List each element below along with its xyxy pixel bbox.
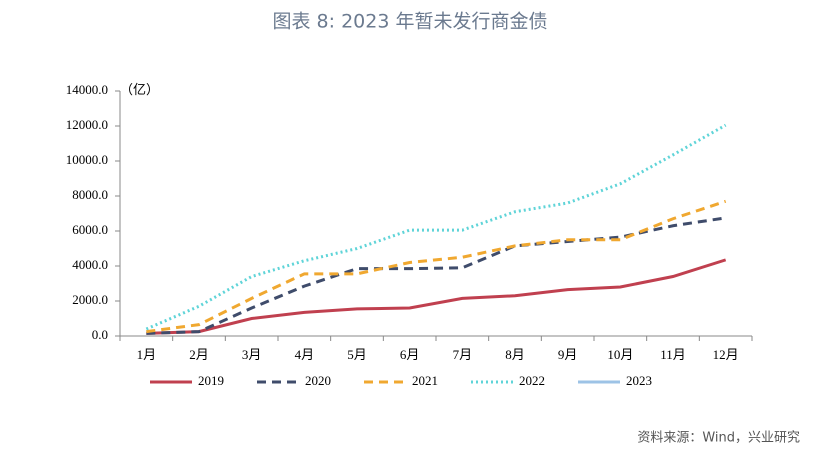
legend-label: 2022 (519, 373, 545, 388)
legend-label: 2023 (626, 373, 652, 388)
x-tick-label: 3月 (242, 347, 262, 362)
chart-title: 图表 8: 2023 年暂未发行商金债 (273, 11, 548, 33)
legend-label: 2020 (305, 373, 331, 388)
y-tick-label: 0.0 (92, 327, 108, 342)
x-tick-label: 7月 (453, 347, 473, 362)
y-tick-label: 8000.0 (72, 187, 108, 202)
x-tick-label: 9月 (558, 347, 578, 362)
y-tick-label: 12000.0 (66, 117, 108, 132)
x-tick-label: 12月 (713, 347, 739, 362)
line-series (146, 258, 727, 335)
y-tick-label: 4000.0 (72, 257, 108, 272)
x-tick-label: 1月 (137, 347, 157, 362)
line-series (146, 216, 726, 335)
line-series (146, 199, 727, 334)
x-tick-label: 11月 (660, 347, 686, 362)
unit-label: （亿） (120, 82, 159, 97)
y-tick-label: 2000.0 (72, 292, 108, 307)
x-tick-label: 8月 (505, 347, 525, 362)
x-tick-label: 10月 (607, 347, 633, 362)
x-tick-label: 2月 (189, 347, 209, 362)
y-tick-label: 10000.0 (66, 152, 108, 167)
x-tick-label: 6月 (400, 347, 420, 362)
x-tick-label: 5月 (347, 347, 367, 362)
source: 资料来源：Wind，兴业研究 (637, 431, 800, 446)
legend-label: 2021 (412, 373, 438, 388)
y-tick-label: 6000.0 (72, 222, 108, 237)
x-tick-label: 4月 (295, 347, 315, 362)
legend-label: 2019 (198, 373, 224, 388)
y-tick-label: 14000.0 (66, 82, 108, 97)
line-series (145, 123, 727, 331)
